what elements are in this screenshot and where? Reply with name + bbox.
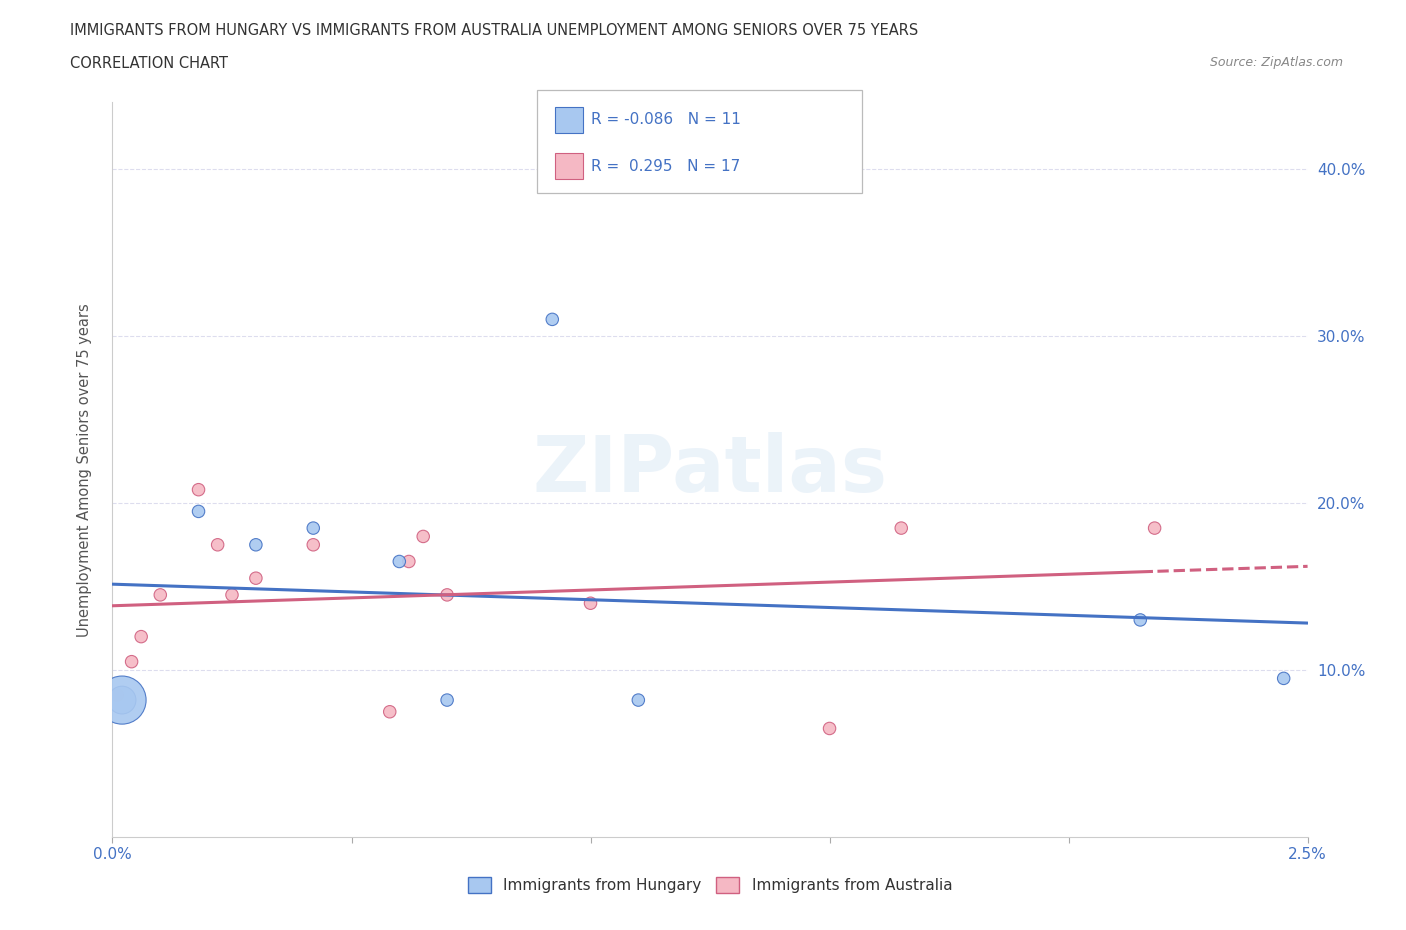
Point	[1272, 671, 1295, 685]
Point	[129, 630, 152, 644]
Point	[121, 654, 143, 669]
Point	[412, 529, 434, 544]
Point	[818, 721, 841, 736]
Point	[398, 554, 420, 569]
Point	[111, 693, 134, 708]
Point	[436, 693, 458, 708]
Point	[1129, 613, 1152, 628]
Point	[149, 588, 172, 603]
Point	[388, 554, 411, 569]
Text: Source: ZipAtlas.com: Source: ZipAtlas.com	[1209, 56, 1343, 69]
Point	[627, 693, 650, 708]
Y-axis label: Unemployment Among Seniors over 75 years: Unemployment Among Seniors over 75 years	[77, 303, 91, 636]
Point	[187, 483, 209, 498]
Text: IMMIGRANTS FROM HUNGARY VS IMMIGRANTS FROM AUSTRALIA UNEMPLOYMENT AMONG SENIORS : IMMIGRANTS FROM HUNGARY VS IMMIGRANTS FR…	[70, 23, 918, 38]
Point	[378, 704, 401, 719]
Point	[221, 588, 243, 603]
Point	[436, 588, 458, 603]
Point	[245, 538, 267, 552]
Point	[105, 687, 128, 702]
Text: R =  0.295   N = 17: R = 0.295 N = 17	[591, 159, 740, 174]
Point	[1143, 521, 1166, 536]
Point	[579, 596, 602, 611]
Point	[541, 312, 564, 326]
Legend: Immigrants from Hungary, Immigrants from Australia: Immigrants from Hungary, Immigrants from…	[461, 871, 959, 899]
Point	[302, 538, 325, 552]
Point	[207, 538, 229, 552]
Point	[302, 521, 325, 536]
Point	[890, 521, 912, 536]
Point	[187, 504, 209, 519]
Point	[245, 571, 267, 586]
Text: ZIPatlas: ZIPatlas	[533, 432, 887, 508]
Text: R = -0.086   N = 11: R = -0.086 N = 11	[591, 113, 741, 127]
Point	[111, 693, 134, 708]
Text: CORRELATION CHART: CORRELATION CHART	[70, 56, 228, 71]
